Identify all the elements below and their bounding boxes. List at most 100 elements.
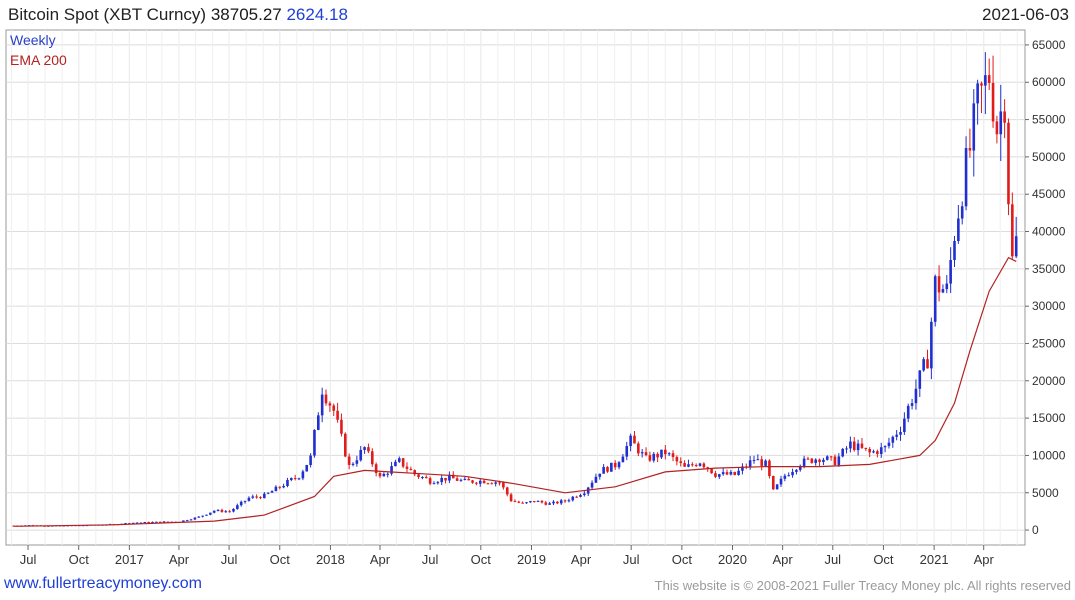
candle-body bbox=[135, 522, 139, 524]
candle-body bbox=[718, 474, 721, 477]
x-tick-label: 2020 bbox=[718, 552, 747, 567]
x-tick-label: Oct bbox=[471, 552, 492, 567]
candle-body bbox=[976, 83, 979, 104]
candle-body bbox=[471, 480, 474, 483]
candle-body bbox=[224, 511, 228, 513]
candle-body bbox=[575, 496, 578, 498]
candle-body bbox=[752, 460, 756, 462]
candle-body bbox=[872, 451, 875, 453]
x-tick-label: Jul bbox=[623, 552, 640, 567]
candle-body bbox=[502, 482, 505, 488]
y-tick-label: 65000 bbox=[1032, 38, 1066, 52]
candle-body bbox=[664, 449, 667, 455]
candle-body bbox=[806, 458, 810, 460]
grid bbox=[5, 29, 1026, 546]
candle-body bbox=[567, 500, 571, 502]
candle-body bbox=[860, 443, 864, 448]
candle-body bbox=[286, 479, 289, 487]
candle-body bbox=[559, 500, 563, 504]
candle-body bbox=[494, 482, 497, 484]
candle-body bbox=[737, 470, 740, 475]
candle-body bbox=[401, 458, 405, 467]
candle-body bbox=[891, 436, 895, 443]
candle-body bbox=[274, 486, 278, 492]
candle-body bbox=[189, 519, 193, 521]
candle-body bbox=[166, 521, 170, 523]
candle-body bbox=[448, 474, 451, 481]
candle-body bbox=[467, 478, 470, 481]
y-tick-label: 40000 bbox=[1032, 225, 1066, 239]
candle-body bbox=[486, 483, 490, 485]
candle-body bbox=[779, 478, 783, 485]
candle-body bbox=[498, 482, 501, 484]
candle-body bbox=[702, 463, 706, 468]
candle-body bbox=[864, 447, 868, 450]
candle-body bbox=[991, 82, 995, 122]
candle-body bbox=[266, 492, 270, 494]
candle-body bbox=[540, 500, 544, 503]
y-tick-label: 45000 bbox=[1032, 187, 1066, 201]
candle-body bbox=[798, 465, 802, 470]
candle-body bbox=[791, 471, 794, 476]
candle-body bbox=[691, 464, 694, 466]
candle-body bbox=[336, 410, 339, 420]
candle-body bbox=[960, 206, 964, 219]
candle-body bbox=[579, 495, 582, 497]
x-tick-label: Jul bbox=[20, 552, 37, 567]
candle-body bbox=[301, 471, 305, 479]
candle-body bbox=[637, 443, 640, 454]
candle-body bbox=[263, 493, 266, 499]
candle-body bbox=[239, 501, 243, 506]
candle-body bbox=[556, 501, 559, 504]
candle-body bbox=[309, 455, 312, 465]
candle-body bbox=[513, 501, 517, 503]
candle-body bbox=[887, 442, 891, 447]
last-price: 38705.27 bbox=[210, 5, 282, 24]
candle-body bbox=[359, 449, 363, 461]
candle-body bbox=[775, 484, 779, 490]
candle-body bbox=[698, 463, 702, 466]
candle-body bbox=[652, 453, 656, 461]
candle-body bbox=[621, 456, 625, 463]
candle-body bbox=[367, 447, 370, 452]
y-tick-label: 55000 bbox=[1032, 113, 1066, 127]
candle-body bbox=[155, 521, 158, 523]
candle-body bbox=[845, 448, 848, 450]
candle-body bbox=[964, 148, 968, 207]
x-tick-label: Jul bbox=[422, 552, 439, 567]
candle-body bbox=[162, 521, 166, 523]
chart-title: Bitcoin Spot (XBT Curncy) 38705.27 2624.… bbox=[8, 5, 348, 25]
candle-body bbox=[124, 523, 127, 525]
x-tick-label: 2017 bbox=[115, 552, 144, 567]
candle-body bbox=[683, 463, 686, 467]
candle-body bbox=[544, 502, 548, 505]
candle-body bbox=[729, 471, 733, 475]
candle-body bbox=[999, 111, 1003, 135]
candle-body bbox=[671, 453, 675, 457]
chart-date: 2021-06-03 bbox=[982, 5, 1069, 24]
candle-body bbox=[764, 460, 767, 466]
candle-body bbox=[131, 522, 135, 524]
candle-body bbox=[305, 464, 309, 472]
candle-body bbox=[814, 459, 817, 463]
candle-body bbox=[324, 394, 328, 404]
candle-body bbox=[660, 449, 663, 458]
y-tick-label: 10000 bbox=[1032, 448, 1066, 462]
candle-body bbox=[617, 462, 621, 468]
candle-body bbox=[818, 459, 821, 462]
candle-body bbox=[706, 467, 710, 469]
candle-body bbox=[517, 501, 521, 503]
axes: 0 5000 10000 15000 20000 25000 30000 35000 40000… bbox=[20, 38, 1066, 567]
plot-frame bbox=[5, 29, 1026, 546]
candle-body bbox=[694, 465, 698, 467]
candle-body bbox=[370, 451, 374, 465]
candle-body bbox=[382, 473, 386, 477]
candle-body bbox=[521, 502, 524, 504]
candle-body bbox=[868, 449, 871, 453]
candle-body bbox=[536, 500, 540, 502]
candle-body bbox=[390, 466, 393, 474]
footer-site-link[interactable]: www.fullertreacymoney.com bbox=[4, 575, 202, 592]
candle-body bbox=[802, 458, 806, 466]
candle-body bbox=[667, 453, 671, 455]
y-tick-label: 50000 bbox=[1032, 150, 1066, 164]
